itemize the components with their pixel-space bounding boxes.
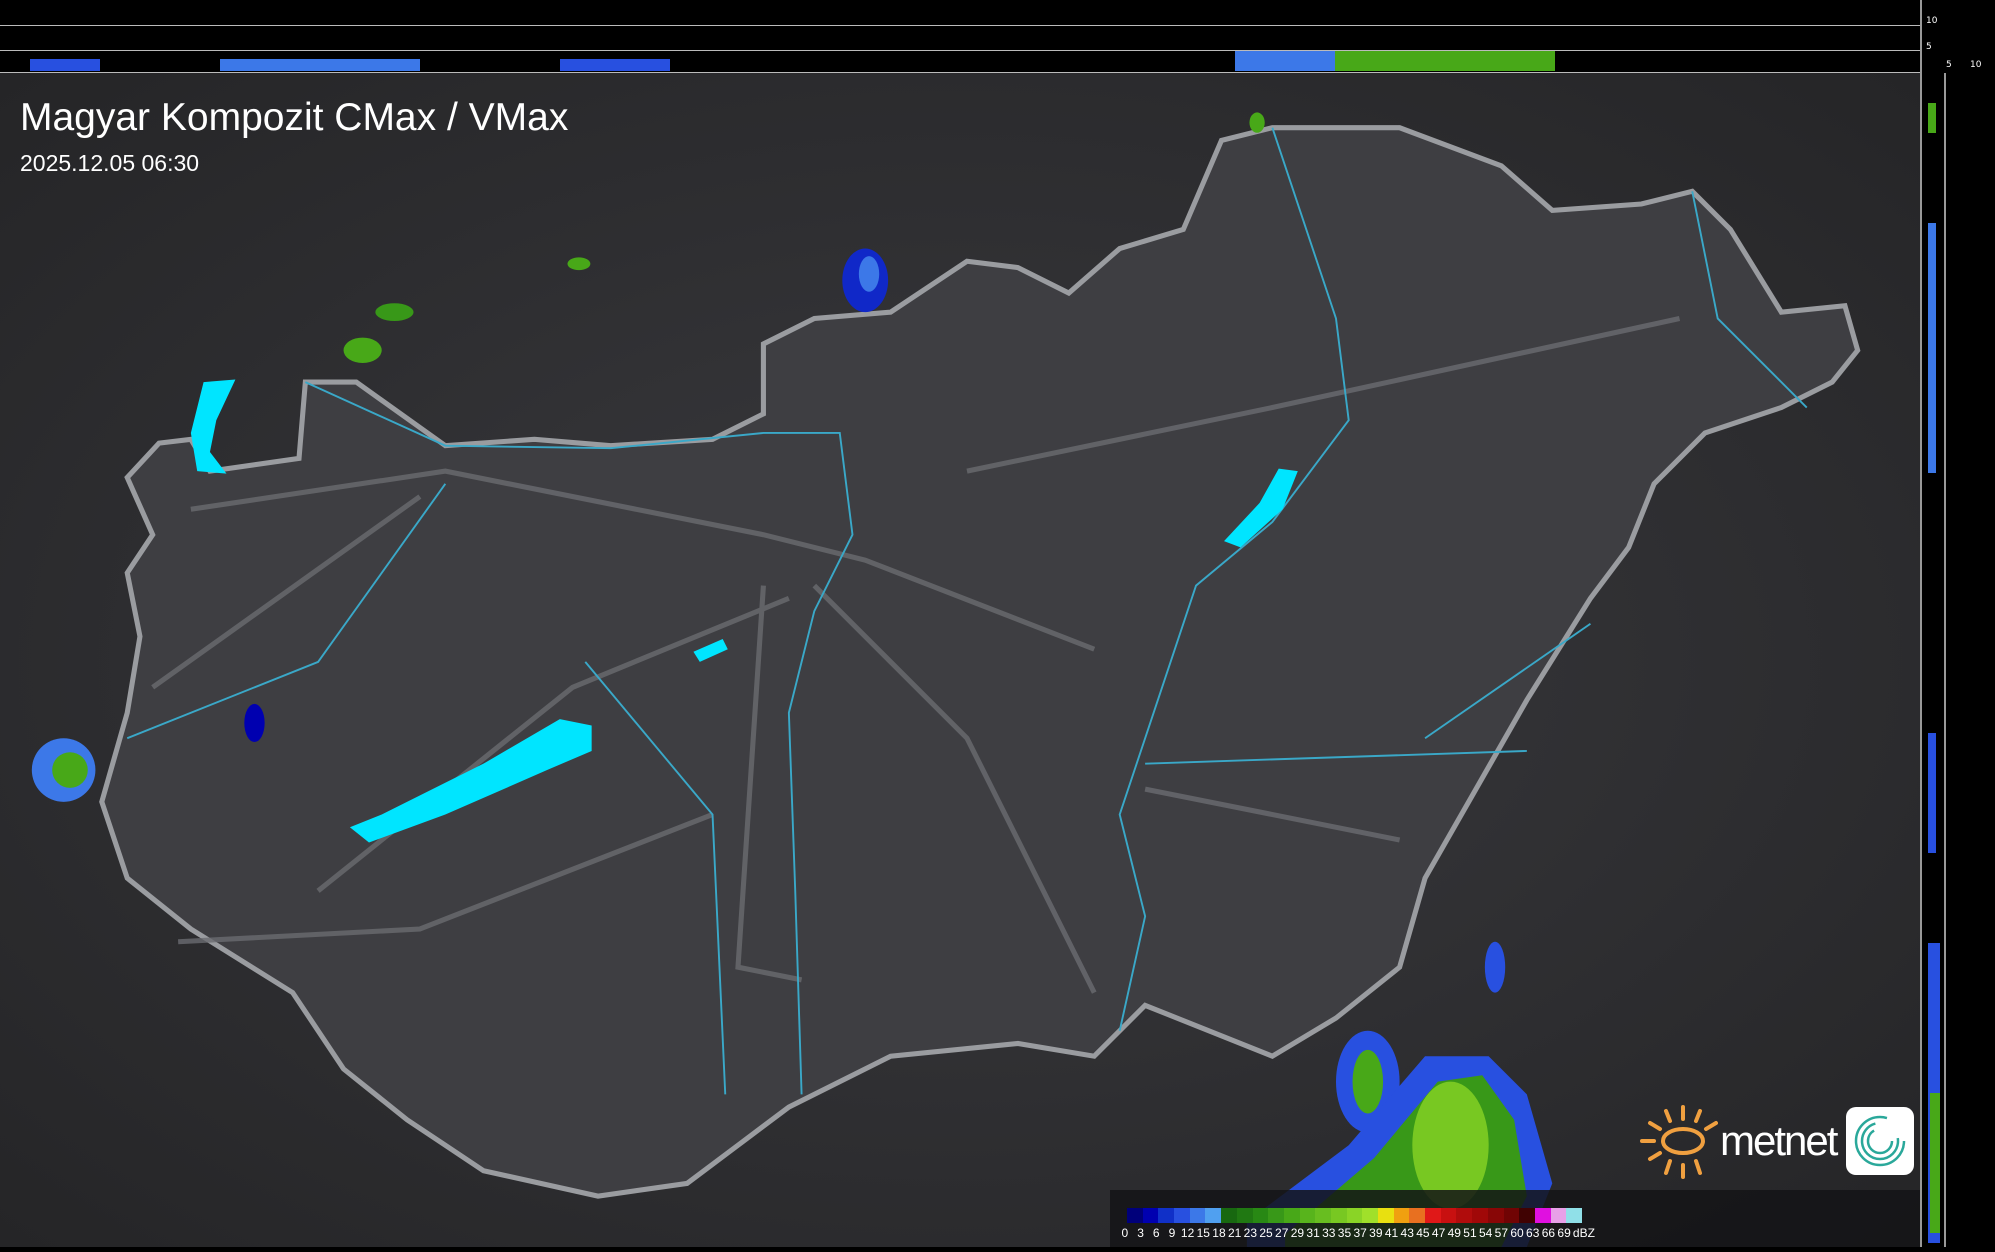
legend-label: 18	[1212, 1226, 1226, 1240]
legend-label: 27	[1275, 1226, 1289, 1240]
legend-label: 6	[1152, 1226, 1160, 1240]
brand-name: metnet	[1720, 1117, 1838, 1164]
legend-label: 69	[1557, 1226, 1571, 1240]
legend-swatch	[1378, 1208, 1394, 1223]
legend-swatch	[1315, 1208, 1331, 1223]
lake-balaton	[349, 719, 592, 843]
legend-swatch	[1440, 1208, 1457, 1223]
legend-label: 21	[1227, 1226, 1242, 1240]
legend-label: 3	[1137, 1226, 1144, 1240]
legend-label: 9	[1168, 1226, 1176, 1240]
legend-label: 66	[1541, 1226, 1556, 1240]
sun-icon	[1640, 1105, 1718, 1179]
scale-tick: 5	[1946, 60, 1952, 70]
map-title: Magyar Kompozit CMax / VMax	[20, 96, 569, 139]
legend-label: 60	[1510, 1226, 1524, 1240]
scale-tick: 5	[1926, 42, 1932, 52]
legend-label: 45	[1416, 1226, 1430, 1240]
legend-swatch	[1252, 1208, 1269, 1223]
right-profile-strip: 10 5 5 10	[1920, 0, 1995, 1247]
legend-unit: dBZ	[1572, 1226, 1595, 1240]
legend-swatch	[1283, 1208, 1300, 1223]
legend-label: 57	[1494, 1226, 1509, 1240]
dbz-color-legend: 0 3 6 9 12 15 18 21 23 25 27 29 31 33 35 37 39 41 43 45 47 49…	[1110, 1190, 1920, 1247]
legend-label: 47	[1431, 1226, 1446, 1240]
legend-label: 0	[1121, 1226, 1129, 1240]
legend-label: 29	[1290, 1226, 1305, 1240]
legend-swatches	[1127, 1208, 1582, 1223]
legend-label: 12	[1180, 1226, 1195, 1240]
spiral-logo-icon	[1846, 1107, 1915, 1175]
legend-swatch	[1550, 1208, 1567, 1223]
legend-swatch	[1393, 1208, 1410, 1223]
legend-swatch	[1409, 1208, 1426, 1223]
map-timestamp: 2025.12.05 06:30	[20, 150, 200, 176]
legend-label: 31	[1306, 1226, 1320, 1240]
legend-swatch	[1456, 1208, 1473, 1223]
legend-swatch	[1487, 1208, 1504, 1223]
legend-swatch	[1425, 1208, 1441, 1223]
scale-tick: 10	[1970, 60, 1982, 70]
legend-label: 63	[1526, 1226, 1540, 1240]
rivers	[126, 127, 1808, 1095]
legend-swatch	[1221, 1208, 1237, 1223]
legend-label: 41	[1384, 1226, 1399, 1240]
legend-swatch	[1158, 1208, 1175, 1223]
legend-swatch	[1566, 1208, 1582, 1223]
lake-neusiedl	[190, 379, 236, 474]
legend-swatch	[1205, 1208, 1222, 1223]
lake-velence	[693, 639, 728, 662]
legend-swatch	[1236, 1208, 1253, 1223]
legend-label: 25	[1259, 1226, 1273, 1240]
legend-label: 39	[1369, 1226, 1383, 1240]
top-profile-strip	[0, 0, 1920, 73]
scale-tick: 10	[1926, 16, 1938, 26]
legend-label: 33	[1322, 1226, 1336, 1240]
legend-swatch	[1362, 1208, 1378, 1223]
legend-label: 43	[1400, 1226, 1414, 1240]
legend-label: 15	[1196, 1226, 1210, 1240]
legend-label: 54	[1478, 1226, 1493, 1240]
legend-swatch	[1503, 1208, 1520, 1223]
radar-map[interactable]	[0, 73, 1920, 1247]
legend-label: 23	[1243, 1226, 1258, 1240]
legend-swatch	[1346, 1208, 1363, 1223]
legend-label: 51	[1463, 1226, 1477, 1240]
metnet-logo: metnet	[1638, 1103, 1915, 1179]
legend-swatch	[1534, 1208, 1551, 1223]
legend-swatch	[1142, 1208, 1159, 1223]
legend-label: 49	[1447, 1226, 1461, 1240]
legend-swatch	[1174, 1208, 1190, 1223]
lakes	[190, 379, 1298, 843]
legend-swatch	[1268, 1208, 1284, 1223]
legend-swatch	[1330, 1208, 1347, 1223]
legend-swatch	[1127, 1208, 1143, 1223]
legend-swatch	[1189, 1208, 1206, 1223]
legend-swatch	[1519, 1208, 1535, 1223]
lake-tisza	[1224, 468, 1298, 548]
hungary-border	[99, 125, 1861, 1199]
legend-label: 37	[1353, 1226, 1367, 1240]
legend-swatch	[1472, 1208, 1488, 1223]
legend-labels: 0 3 6 9 12 15 18 21 23 25 27 29 31 33 35 37 39 41 43 45 47 49…	[1117, 1226, 1596, 1240]
legend-label: 35	[1337, 1226, 1352, 1240]
legend-swatch	[1299, 1208, 1316, 1223]
